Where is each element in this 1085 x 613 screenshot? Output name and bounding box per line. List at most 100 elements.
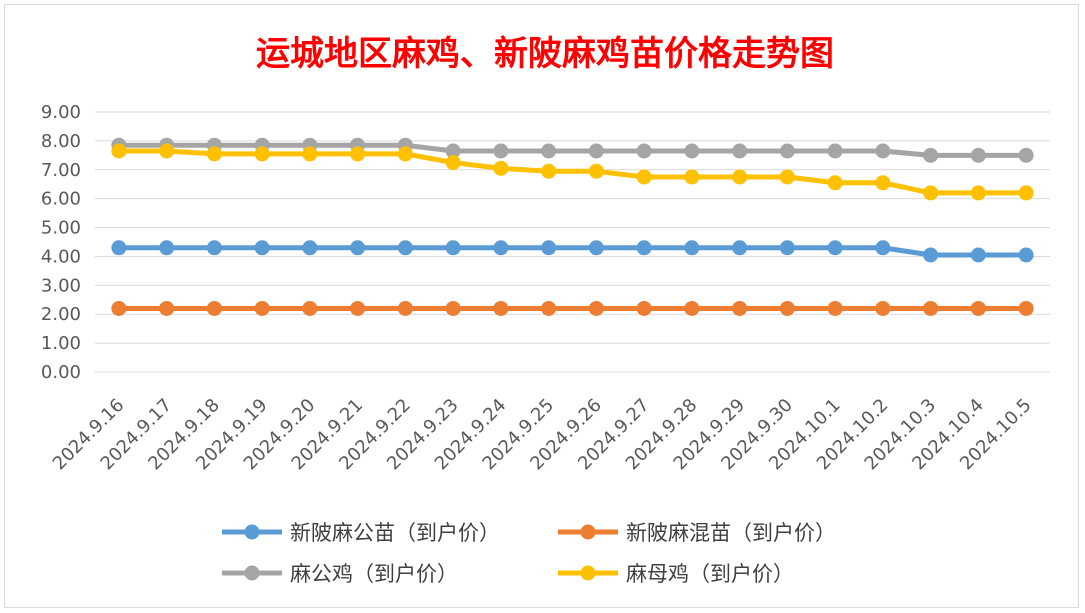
- data-point: [350, 146, 366, 162]
- data-point: [588, 143, 604, 159]
- data-point: [588, 163, 604, 179]
- data-point: [923, 147, 939, 163]
- data-point: [827, 175, 843, 191]
- data-point: [350, 300, 366, 316]
- chart-title: 运城地区麻鸡、新陂麻鸡苗价格走势图: [256, 34, 834, 74]
- data-point: [445, 300, 461, 316]
- y-axis-ticks: 0.00 1.00 2.00 3.00 4.00 5.00 6.00 7.00 8.00 9.00: [41, 102, 81, 383]
- data-point: [636, 300, 652, 316]
- data-point: [732, 240, 748, 256]
- data-point: [541, 300, 557, 316]
- data-point: [779, 169, 795, 185]
- data-point: [684, 240, 700, 256]
- y-tick-label: 8.00: [41, 131, 81, 152]
- y-tick-label: 6.00: [41, 189, 81, 210]
- legend-marker: [244, 524, 260, 540]
- data-point: [923, 247, 939, 263]
- data-point: [875, 143, 891, 159]
- data-point: [636, 169, 652, 185]
- data-point: [636, 143, 652, 159]
- y-tick-label: 1.00: [41, 333, 81, 354]
- data-point: [827, 240, 843, 256]
- data-point: [827, 143, 843, 159]
- data-point: [302, 146, 318, 162]
- data-point: [970, 147, 986, 163]
- gridlines: [95, 111, 1050, 373]
- data-point: [159, 300, 175, 316]
- data-point: [636, 240, 652, 256]
- y-tick-label: 0.00: [41, 362, 81, 383]
- data-point: [445, 155, 461, 171]
- data-point: [970, 300, 986, 316]
- legend-label: 麻公鸡（到户价）: [290, 562, 458, 586]
- legend-label: 麻母鸡（到户价）: [626, 562, 794, 586]
- data-point: [732, 169, 748, 185]
- y-tick-label: 9.00: [41, 102, 81, 123]
- data-point: [970, 247, 986, 263]
- data-point: [684, 169, 700, 185]
- data-point: [923, 185, 939, 201]
- data-point: [302, 300, 318, 316]
- chart-container: 运城地区麻鸡、新陂麻鸡苗价格走势图 0.00 1.00 2.00 3.00 4.00 5.…: [4, 4, 1079, 608]
- data-point: [111, 300, 127, 316]
- legend-label: 新陂麻混苗（到户价）: [626, 521, 836, 545]
- data-point: [875, 240, 891, 256]
- data-point: [254, 240, 270, 256]
- data-point: [111, 143, 127, 159]
- data-point: [159, 143, 175, 159]
- data-point: [159, 240, 175, 256]
- data-point: [206, 146, 222, 162]
- data-point: [684, 300, 700, 316]
- data-point: [684, 143, 700, 159]
- data-point: [923, 300, 939, 316]
- x-axis-ticks: 2024.9.162024.9.172024.9.182024.9.192024…: [49, 395, 1036, 475]
- legend-item: 麻母鸡（到户价）: [558, 562, 794, 586]
- data-point: [875, 175, 891, 191]
- series-lines: [111, 137, 1034, 316]
- y-tick-label: 4.00: [41, 246, 81, 267]
- data-point: [732, 143, 748, 159]
- y-tick-label: 5.00: [41, 218, 81, 239]
- data-point: [1018, 147, 1034, 163]
- series-line: [118, 148, 1027, 196]
- data-point: [541, 163, 557, 179]
- data-point: [588, 240, 604, 256]
- data-point: [588, 300, 604, 316]
- series-4: [111, 143, 1034, 201]
- y-tick-label: 7.00: [41, 160, 81, 181]
- data-point: [397, 146, 413, 162]
- data-point: [1018, 247, 1034, 263]
- data-point: [493, 143, 509, 159]
- y-tick-label: 2.00: [41, 304, 81, 325]
- data-point: [254, 300, 270, 316]
- data-point: [397, 240, 413, 256]
- data-point: [445, 240, 461, 256]
- line-chart: 运城地区麻鸡、新陂麻鸡苗价格走势图 0.00 1.00 2.00 3.00 4.00 5.…: [41, 34, 1050, 586]
- legend-item: 麻公鸡（到户价）: [222, 562, 458, 586]
- data-point: [206, 240, 222, 256]
- data-point: [541, 143, 557, 159]
- data-point: [350, 240, 366, 256]
- data-point: [254, 146, 270, 162]
- data-point: [493, 160, 509, 176]
- series-3: [111, 137, 1034, 163]
- data-point: [445, 143, 461, 159]
- data-point: [732, 300, 748, 316]
- legend-item: 新陂麻混苗（到户价）: [558, 521, 836, 545]
- data-point: [779, 143, 795, 159]
- legend-item: 新陂麻公苗（到户价）: [222, 521, 500, 545]
- series-1: [111, 240, 1034, 263]
- legend-marker: [580, 524, 596, 540]
- data-point: [875, 300, 891, 316]
- data-point: [779, 240, 795, 256]
- data-point: [302, 240, 318, 256]
- data-point: [1018, 185, 1034, 201]
- legend-marker: [580, 565, 596, 581]
- legend-label: 新陂麻公苗（到户价）: [290, 521, 500, 545]
- series-line: [118, 245, 1027, 258]
- series-line: [118, 142, 1027, 158]
- y-tick-label: 3.00: [41, 275, 81, 296]
- data-point: [827, 300, 843, 316]
- legend: 新陂麻公苗（到户价） 新陂麻混苗（到户价） 麻公鸡（到户价） 麻母鸡（到户价）: [222, 521, 836, 586]
- data-point: [1018, 300, 1034, 316]
